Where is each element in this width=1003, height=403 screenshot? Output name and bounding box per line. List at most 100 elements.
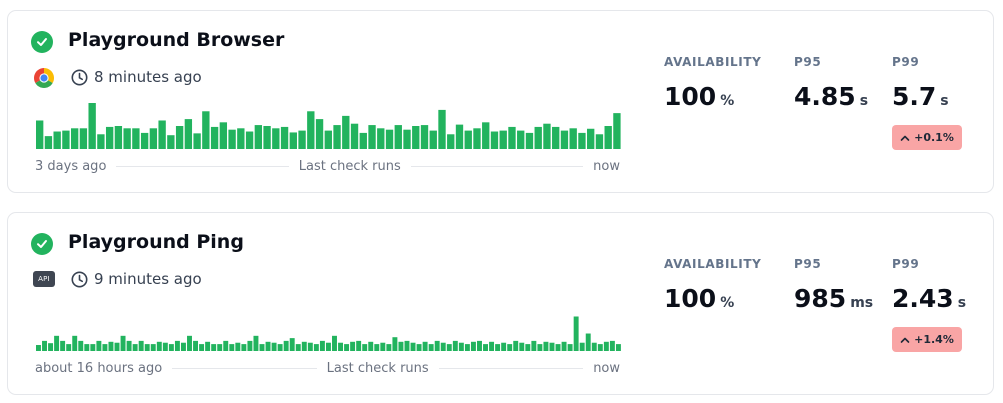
check-run-bar[interactable] [578,132,586,149]
check-run-bar[interactable] [473,128,481,149]
check-run-bar[interactable] [464,130,472,149]
check-runs-chart[interactable] [36,103,622,149]
check-run-bar[interactable] [54,335,60,351]
check-run-bar[interactable] [429,130,437,149]
check-run-bar[interactable] [70,128,79,149]
check-run-bar[interactable] [552,126,560,149]
check-run-bar[interactable] [359,132,367,149]
check-run-bar[interactable] [489,341,495,351]
check-run-bar[interactable] [319,340,325,351]
check-run-bar[interactable] [254,125,263,149]
check-run-bar[interactable] [105,126,114,149]
check-run-bar[interactable] [42,340,47,351]
check-run-bar[interactable] [398,341,404,351]
check-run-bar[interactable] [205,341,211,351]
check-run-bar[interactable] [245,131,254,149]
check-run-bar[interactable] [277,344,283,351]
check-run-bar[interactable] [615,344,621,351]
check-run-bar[interactable] [455,124,464,149]
check-run-bar[interactable] [36,120,44,149]
check-runs-chart[interactable] [36,305,622,351]
check-run-bar[interactable] [567,344,573,351]
check-run-bar[interactable] [158,120,166,149]
check-run-bar[interactable] [385,129,394,149]
check-run-bar[interactable] [519,342,525,351]
check-run-bar[interactable] [102,344,108,351]
check-run-bar[interactable] [48,343,54,351]
check-run-bar[interactable] [289,132,297,149]
check-run-bar[interactable] [217,344,223,351]
check-run-bar[interactable] [404,340,410,351]
check-run-bar[interactable] [114,126,123,149]
check-run-bar[interactable] [66,344,72,351]
check-run-bar[interactable] [392,337,398,351]
check-run-bar[interactable] [525,132,534,149]
check-run-bar[interactable] [543,341,549,351]
check-run-bar[interactable] [332,335,337,351]
check-run-bar[interactable] [342,115,350,149]
check-run-bar[interactable] [416,344,422,351]
check-run-bar[interactable] [162,342,168,351]
check-title[interactable]: Playground Browser [68,29,285,51]
check-run-bar[interactable] [283,340,289,351]
check-run-bar[interactable] [440,342,446,351]
check-run-bar[interactable] [508,126,516,149]
check-card-playground-browser[interactable]: Playground Browser 8 minutes ago 3 days … [7,10,994,193]
check-run-bar[interactable] [356,340,362,351]
check-run-bar[interactable] [543,123,551,149]
check-run-bar[interactable] [495,344,501,351]
check-run-bar[interactable] [490,131,499,149]
check-run-bar[interactable] [591,342,597,351]
check-run-bar[interactable] [380,342,386,351]
check-run-bar[interactable] [501,342,507,351]
check-run-bar[interactable] [265,341,271,351]
check-run-bar[interactable] [324,130,332,149]
check-run-bar[interactable] [587,128,595,149]
check-run-bar[interactable] [569,128,577,149]
check-run-bar[interactable] [228,129,236,149]
check-run-bar[interactable] [97,134,105,149]
check-run-bar[interactable] [531,340,537,351]
check-run-bar[interactable] [525,344,531,351]
check-run-bar[interactable] [96,340,102,351]
check-run-bar[interactable] [289,338,295,351]
check-run-bar[interactable] [199,344,205,351]
check-run-bar[interactable] [223,340,229,351]
check-run-bar[interactable] [447,134,455,149]
check-run-bar[interactable] [219,122,228,149]
check-run-bar[interactable] [446,344,452,351]
check-run-bar[interactable] [597,344,603,351]
check-run-bar[interactable] [344,344,350,351]
check-run-bar[interactable] [272,128,280,149]
check-run-bar[interactable] [534,126,542,149]
check-run-bar[interactable] [315,119,324,149]
check-run-bar[interactable] [210,126,219,149]
check-run-bar[interactable] [374,344,380,351]
check-run-bar[interactable] [585,333,591,351]
check-run-bar[interactable] [79,128,88,149]
check-run-bar[interactable] [90,344,96,351]
check-run-bar[interactable] [156,341,162,351]
check-run-bar[interactable] [259,344,265,351]
check-run-bar[interactable] [386,344,392,351]
check-run-bar[interactable] [187,335,192,351]
check-run-bar[interactable] [295,344,301,351]
check-run-bar[interactable] [434,340,440,351]
check-run-bar[interactable] [174,340,180,351]
check-run-bar[interactable] [579,342,585,351]
check-run-bar[interactable] [507,344,513,351]
check-title[interactable]: Playground Ping [68,231,244,253]
check-run-bar[interactable] [595,134,604,149]
check-run-bar[interactable] [202,111,210,149]
check-run-bar[interactable] [88,103,96,149]
check-run-bar[interactable] [150,344,156,351]
check-run-bar[interactable] [368,125,376,149]
check-run-bar[interactable] [368,341,374,351]
check-run-bar[interactable] [350,341,356,351]
check-run-bar[interactable] [394,125,402,149]
check-run-bar[interactable] [184,119,193,149]
check-run-bar[interactable] [412,126,420,149]
check-run-bar[interactable] [482,122,490,149]
check-run-bar[interactable] [132,344,138,351]
check-run-bar[interactable] [338,342,343,351]
